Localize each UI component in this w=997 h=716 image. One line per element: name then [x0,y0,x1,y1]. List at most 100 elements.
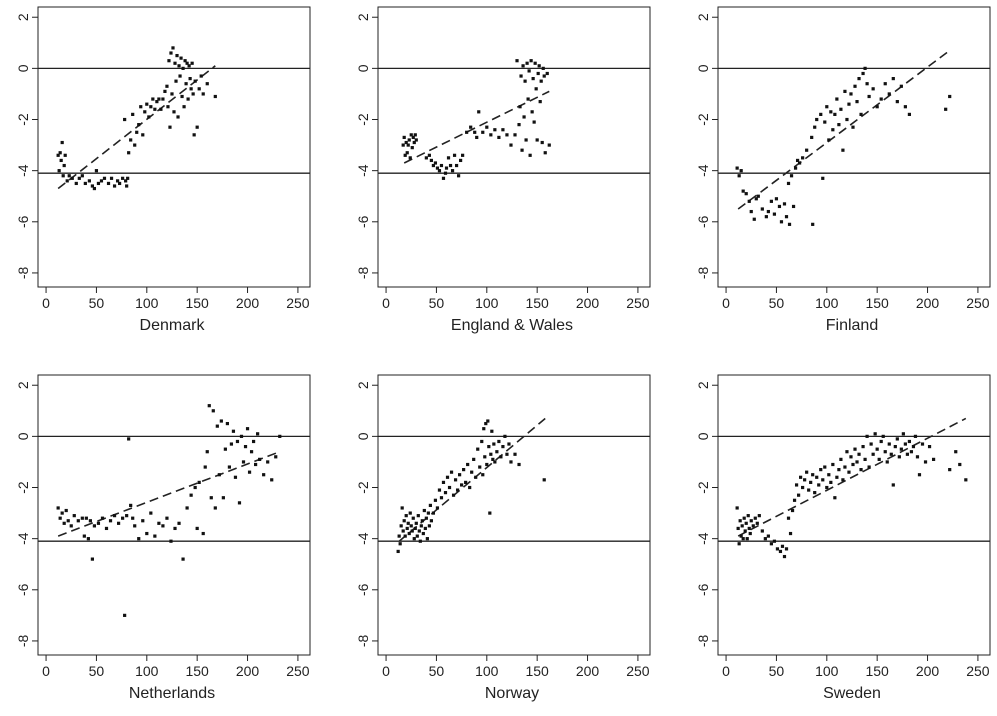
data-point [899,84,903,88]
data-point [786,181,791,186]
data-point [163,89,167,93]
data-point [69,524,73,528]
data-point [399,524,403,528]
data-point [831,128,835,132]
y-tick-label: -6 [695,215,711,228]
data-point [857,452,861,456]
data-point [106,181,111,186]
data-point [507,442,511,446]
data-point [839,457,843,461]
data-point [521,64,525,68]
data-point [195,125,199,129]
data-point [769,199,773,203]
y-tick-label: -4 [15,532,31,545]
data-point [404,140,408,145]
data-point [520,148,524,152]
plot-frame [717,6,991,288]
data-point [184,82,188,86]
data-point [458,473,462,477]
data-point [178,74,182,78]
data-point [429,158,433,163]
data-point [125,184,129,188]
data-point [431,511,436,515]
data-point [472,457,476,461]
data-point [788,531,793,536]
data-point [489,452,493,456]
data-point [829,110,833,114]
data-point [484,421,488,426]
data-point [470,470,474,474]
data-point [468,485,472,490]
data-point [887,92,891,96]
data-point [763,537,767,541]
data-point [450,169,455,173]
data-point [885,460,889,464]
data-point [849,455,853,459]
data-point [129,503,133,508]
data-point [530,110,534,114]
y-tick-label: -8 [355,635,371,648]
data-point [863,66,867,70]
data-point [531,76,535,81]
data-point [428,503,432,508]
panel-0: -8 -6 -4 -2 0 2 0 50 100 150 200 250 Denmark [15,6,311,334]
data-point [867,94,871,99]
data-point [396,549,400,554]
data-point [451,493,456,497]
data-point [813,491,817,495]
data-point [249,450,254,454]
data-point [757,514,761,518]
data-point [847,470,851,474]
data-point [447,485,452,490]
data-point [90,557,94,561]
y-tick-label: -4 [695,532,711,545]
data-point [481,473,485,477]
data-point [794,483,799,487]
data-point [849,92,853,96]
data-point [875,105,879,109]
y-tick-label: -6 [695,583,711,596]
y-tick-label: -8 [695,267,711,280]
data-point [911,444,916,449]
data-point [94,169,99,173]
data-point [513,452,517,456]
data-point [477,110,481,114]
data-point [88,519,92,523]
data-point [891,483,895,487]
data-point [407,138,411,142]
data-point [413,133,417,137]
data-point [185,506,189,510]
data-point [172,110,176,114]
data-point [405,526,409,531]
data-point [414,138,418,142]
data-point [735,166,739,170]
data-point [87,179,91,183]
data-point [398,542,402,546]
data-point [100,516,105,520]
data-point [772,212,777,216]
data-point [441,480,446,484]
data-point [161,97,165,101]
data-point [401,143,405,147]
data-point [278,434,282,438]
data-point [537,64,541,68]
data-point [415,534,419,538]
data-point [465,130,469,134]
data-point [524,138,528,142]
data-point [859,112,863,116]
data-point [449,470,454,474]
data-point [127,437,131,441]
data-point [805,470,809,474]
plot-frame [377,374,651,656]
data-point [443,491,448,495]
data-point [96,521,101,525]
data-point [493,460,497,464]
data-point [205,450,209,454]
data-point [274,455,278,459]
x-axis-label: Denmark [140,317,206,334]
data-point [439,163,444,168]
data-point [125,514,129,518]
x-tick-label: 200 [576,295,600,311]
data-point [473,130,477,134]
data-point [462,468,466,472]
